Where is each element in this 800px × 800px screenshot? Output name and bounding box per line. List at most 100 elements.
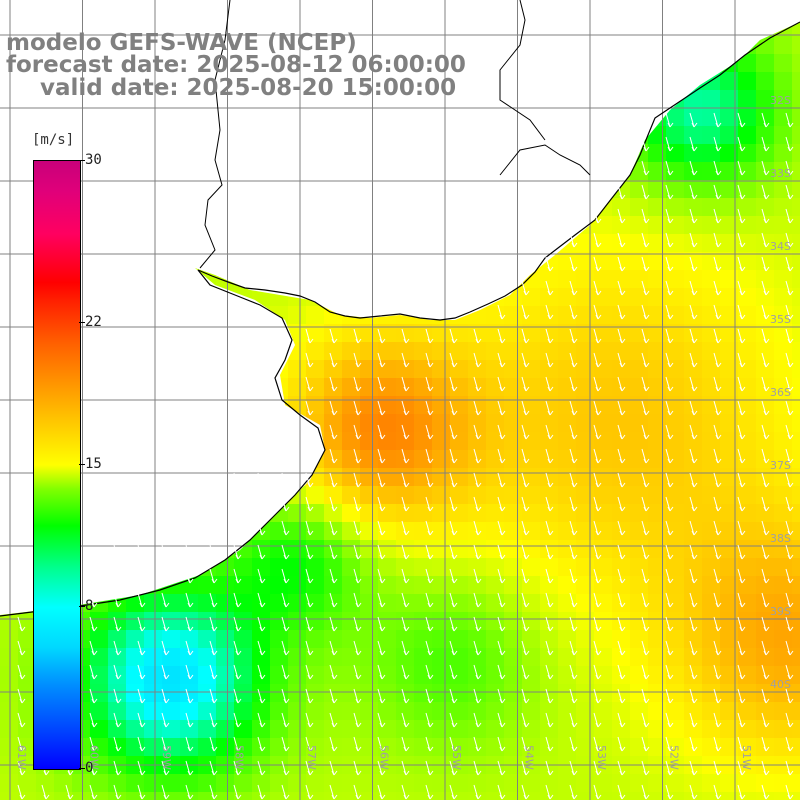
wind-arrow (713, 520, 722, 536)
wind-arrow (545, 280, 554, 296)
wind-arrow (569, 544, 578, 560)
wind-arrow (185, 664, 194, 680)
wind-cell (360, 630, 379, 649)
wind-cell (378, 504, 397, 523)
wind-cell (540, 540, 559, 559)
wind-cell (702, 306, 721, 325)
wind-arrow (209, 616, 218, 632)
wind-cell (738, 738, 757, 757)
wind-arrow (689, 472, 698, 488)
wind-cell (504, 576, 523, 595)
wind-cell (720, 612, 739, 631)
wind-cell (378, 594, 397, 613)
wind-cell (558, 630, 577, 649)
wind-cell (720, 504, 739, 523)
wind-arrow (449, 664, 458, 680)
colorbar-tick-label: 15 (85, 456, 102, 472)
wind-arrow (665, 664, 674, 680)
wind-cell (144, 702, 163, 721)
wind-arrow (257, 664, 266, 680)
wind-cell (324, 702, 343, 721)
wind-cell (630, 504, 649, 523)
wind-cell (144, 738, 163, 757)
wind-arrow (713, 160, 722, 176)
wind-cell (378, 486, 397, 505)
wind-cell (612, 288, 631, 307)
wind-cell (702, 396, 721, 415)
wind-cell (126, 684, 145, 703)
wind-cell (702, 684, 721, 703)
wind-cell (414, 684, 433, 703)
wind-cell (360, 414, 379, 433)
wind-arrow (593, 664, 602, 680)
wind-cell (252, 702, 271, 721)
wind-cell (234, 666, 253, 685)
wind-arrow (593, 784, 602, 800)
wind-arrow (305, 568, 314, 584)
wind-cell (126, 666, 145, 685)
wind-cell (90, 612, 109, 631)
wind-cell (252, 648, 271, 667)
wind-arrow (521, 232, 530, 248)
wind-arrow (785, 760, 794, 776)
wind-cell (630, 342, 649, 361)
wind-cell (234, 774, 253, 793)
wind-arrow (641, 544, 650, 560)
wind-cell (648, 558, 667, 577)
wind-cell (180, 684, 199, 703)
wind-arrow (161, 640, 170, 656)
wind-cell (666, 378, 685, 397)
wind-arrow (761, 664, 770, 680)
wind-cell (324, 504, 343, 523)
lon-label: 61W (15, 745, 28, 770)
wind-cell (396, 630, 415, 649)
wind-cell (378, 396, 397, 415)
wind-arrow (665, 160, 674, 176)
wind-arrow (641, 232, 650, 248)
wind-arrow (713, 472, 722, 488)
wind-cell (558, 576, 577, 595)
wind-cell (522, 360, 541, 379)
wind-arrow (545, 520, 554, 536)
wind-arrow (161, 736, 170, 752)
wind-cell (306, 342, 325, 361)
wind-cell (342, 540, 361, 559)
wind-arrow (449, 376, 458, 392)
wind-arrow (713, 208, 722, 224)
wind-arrow (497, 424, 506, 440)
wind-cell (666, 612, 685, 631)
wind-cell (144, 666, 163, 685)
wind-cell (720, 288, 739, 307)
wind-cell (468, 504, 487, 523)
wind-cell (738, 648, 757, 667)
wind-cell (360, 486, 379, 505)
wind-cell (684, 288, 703, 307)
wind-cell (702, 252, 721, 271)
wind-cell (18, 612, 37, 631)
wind-arrow (113, 664, 122, 680)
wind-cell (486, 648, 505, 667)
wind-arrow (641, 688, 650, 704)
wind-cell (630, 702, 649, 721)
lon-label: 59W (160, 745, 173, 770)
wind-arrow (689, 256, 698, 272)
lat-label: 39S (770, 605, 791, 618)
wind-cell (342, 360, 361, 379)
wind-arrow (689, 136, 698, 152)
wind-cell (612, 216, 631, 235)
wind-cell (324, 324, 343, 343)
wind-cell (774, 630, 793, 649)
wind-cell (432, 450, 451, 469)
wind-cell (702, 180, 721, 199)
wind-cell (486, 468, 505, 487)
wind-cell (504, 378, 523, 397)
wind-arrow (113, 760, 122, 776)
wind-arrow (569, 424, 578, 440)
wind-cell (738, 378, 757, 397)
wind-arrow (593, 376, 602, 392)
wind-cell (720, 450, 739, 469)
wind-cell (756, 432, 775, 451)
wind-arrow (377, 496, 386, 512)
wind-cell (522, 558, 541, 577)
